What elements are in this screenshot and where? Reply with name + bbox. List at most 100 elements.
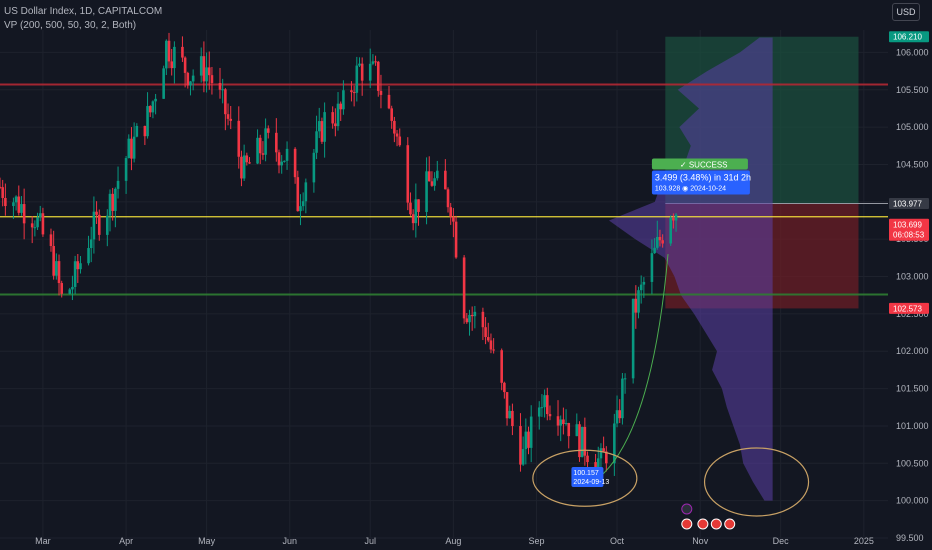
candle-body xyxy=(374,61,377,63)
candle-body xyxy=(473,311,477,317)
candle-body xyxy=(76,261,80,270)
x-tick-label: Sep xyxy=(529,536,545,546)
candle-body xyxy=(20,204,23,213)
candle-body xyxy=(221,89,224,91)
candle-body xyxy=(143,125,147,137)
candle-body xyxy=(52,246,55,276)
candle-body xyxy=(55,261,58,276)
candle-body xyxy=(1,187,4,198)
x-tick-label: 2025 xyxy=(854,536,874,546)
candle-body xyxy=(151,101,155,113)
candle-body xyxy=(605,451,608,464)
x-tick-label: Mar xyxy=(35,536,51,546)
y-tick-label: 105.500 xyxy=(896,85,929,95)
news-event-icon xyxy=(681,503,693,515)
candle-body xyxy=(484,327,487,338)
price-tag-label: 106.210 xyxy=(893,33,922,42)
candle-body xyxy=(508,410,512,419)
y-tick-label: 106.000 xyxy=(896,47,929,57)
candle-body xyxy=(406,145,410,203)
x-tick-label: Nov xyxy=(692,536,709,546)
x-tick-label: Dec xyxy=(773,536,790,546)
economic-event-flag-icon xyxy=(724,518,736,530)
candle-body xyxy=(342,90,345,110)
candle-body xyxy=(634,298,638,313)
candle-body xyxy=(17,196,21,213)
candle-body xyxy=(154,98,157,102)
candle-body xyxy=(89,239,93,249)
candle-body xyxy=(524,431,528,450)
candle-body xyxy=(4,197,7,207)
low-label-line2: 2024-09-13 xyxy=(573,479,609,486)
x-tick-label: Apr xyxy=(119,536,133,546)
candle-body xyxy=(127,138,131,159)
candle-body xyxy=(548,414,552,417)
low-label-line1: 100.157 xyxy=(573,470,598,477)
candle-body xyxy=(470,314,474,317)
candle-body xyxy=(162,68,165,99)
candle-body xyxy=(130,138,133,159)
candle-body xyxy=(433,178,436,186)
candle-body xyxy=(529,416,533,448)
candle-body xyxy=(503,382,506,393)
price-tag xyxy=(889,198,929,210)
candle-body xyxy=(454,221,458,258)
candle-body xyxy=(57,261,61,284)
success-label: ✓ SUCCESS xyxy=(680,160,728,169)
price-tag-label: 102.573 xyxy=(893,304,922,313)
candle-body xyxy=(106,215,109,235)
candle-body xyxy=(191,75,195,82)
candle-body xyxy=(132,136,136,159)
candle-body xyxy=(283,160,286,162)
candle-body xyxy=(594,462,597,472)
candle-body xyxy=(124,158,128,181)
candle-body xyxy=(71,286,74,290)
candle-body xyxy=(602,448,605,452)
candle-body xyxy=(60,283,64,294)
candle-body xyxy=(186,72,190,86)
candle-body xyxy=(519,426,522,465)
candle-body xyxy=(639,284,643,291)
x-tick-label: Oct xyxy=(610,536,625,546)
candle-body xyxy=(240,156,243,179)
candle-body xyxy=(486,337,490,341)
candle-body xyxy=(409,202,412,215)
candle-body xyxy=(111,193,114,211)
y-tick-label: 101.000 xyxy=(896,421,929,431)
candle-body xyxy=(202,56,206,82)
candle-body xyxy=(242,155,246,179)
candle-body xyxy=(637,290,640,313)
candle-body xyxy=(207,67,211,76)
candle-body xyxy=(355,65,359,93)
candle-body xyxy=(411,214,415,224)
candle-body xyxy=(575,424,579,437)
candle-body xyxy=(331,112,334,124)
candle-body xyxy=(398,136,402,146)
candle-body xyxy=(315,131,318,153)
candle-body xyxy=(218,82,222,90)
candle-body xyxy=(114,188,117,211)
candle-body xyxy=(650,253,654,282)
candle-body xyxy=(41,213,45,235)
candle-body xyxy=(49,234,53,247)
candle-body xyxy=(468,314,471,323)
candle-body xyxy=(425,171,428,212)
candle-body xyxy=(165,40,168,69)
measure-box xyxy=(651,170,750,195)
candle-body xyxy=(580,426,584,458)
candle-body xyxy=(489,340,493,350)
currency-button[interactable]: USD xyxy=(892,3,920,21)
candle-body xyxy=(79,263,82,270)
candle-body xyxy=(661,240,664,244)
candle-body xyxy=(500,350,503,383)
candle-body xyxy=(108,193,112,216)
indicator-legend[interactable]: VP (200, 500, 50, 30, 2, Both) xyxy=(4,20,137,31)
candle-body xyxy=(0,186,2,188)
candle-body xyxy=(492,349,495,351)
candle-body xyxy=(30,223,34,228)
candle-body xyxy=(173,46,176,69)
candle-body xyxy=(543,395,546,408)
volume-profile xyxy=(608,37,773,501)
candle-body xyxy=(358,63,361,66)
